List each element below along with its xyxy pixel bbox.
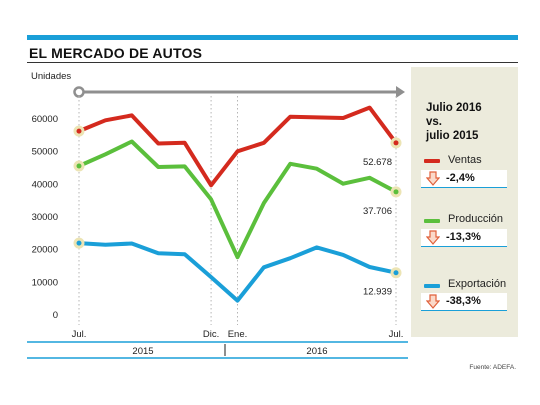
legend-label-produccion: Producción bbox=[448, 213, 504, 225]
chart-title: EL MERCADO DE AUTOS bbox=[29, 45, 203, 61]
title-divider bbox=[27, 62, 518, 63]
y-axis-unit-label: Unidades bbox=[31, 71, 71, 82]
change-value-ventas: -2,4% bbox=[446, 172, 475, 184]
endpoint-marker bbox=[76, 128, 82, 134]
x-tick-label: Jul. bbox=[389, 329, 404, 340]
y-tick-label: 60000 bbox=[32, 114, 58, 125]
legend-label-ventas: Ventas bbox=[448, 154, 482, 166]
legend-swatch-exportacion bbox=[424, 284, 440, 288]
y-tick-label: 50000 bbox=[32, 147, 58, 158]
legend-label-exportacion: Exportación bbox=[448, 278, 507, 290]
down-arrow-icon bbox=[426, 294, 440, 309]
x-tick-label: Dic. bbox=[203, 329, 219, 340]
panel-title-line3: julio 2015 bbox=[426, 130, 479, 142]
endpoint-marker bbox=[393, 140, 399, 146]
endpoint-marker bbox=[393, 270, 399, 276]
series-line-ventas bbox=[77, 105, 398, 188]
top-accent-bar bbox=[27, 35, 518, 40]
legend-change-exportacion: -38,3% bbox=[421, 293, 507, 311]
time-arrow-head bbox=[396, 86, 405, 98]
year-label-2016: 2016 bbox=[306, 346, 327, 357]
series-line-producción bbox=[77, 139, 398, 260]
y-tick-label: 40000 bbox=[32, 179, 58, 190]
comparison-panel bbox=[411, 67, 518, 337]
year-label-2015: 2015 bbox=[132, 346, 153, 357]
change-value-produccion: -13,3% bbox=[446, 231, 481, 243]
legend-change-ventas: -2,4% bbox=[421, 170, 507, 188]
down-arrow-icon bbox=[426, 230, 440, 245]
end-value-label: 37.706 bbox=[363, 206, 392, 217]
down-arrow-icon bbox=[426, 171, 440, 186]
series-line-exportación bbox=[77, 241, 398, 303]
change-value-exportacion: -38,3% bbox=[446, 295, 481, 307]
endpoint-marker bbox=[76, 163, 82, 169]
y-tick-label: 0 bbox=[53, 310, 58, 321]
legend-swatch-produccion bbox=[424, 219, 440, 223]
panel-title-line1: Julio 2016 bbox=[426, 102, 482, 114]
legend-change-produccion: -13,3% bbox=[421, 229, 507, 247]
end-value-label: 12.939 bbox=[363, 287, 392, 298]
y-tick-label: 30000 bbox=[32, 212, 58, 223]
x-tick-label: Jul. bbox=[72, 329, 87, 340]
endpoint-marker bbox=[393, 189, 399, 195]
endpoint-marker bbox=[76, 240, 82, 246]
y-tick-label: 10000 bbox=[32, 277, 58, 288]
panel-title-line2: vs. bbox=[426, 116, 442, 128]
panel-title: Julio 2016 vs. julio 2015 bbox=[426, 101, 506, 143]
x-tick-label: Ene. bbox=[228, 329, 248, 340]
legend-swatch-ventas bbox=[424, 159, 440, 163]
time-arrow-start-dot bbox=[73, 86, 85, 98]
source-note: Fuente: ADEFA. bbox=[469, 364, 516, 371]
y-tick-label: 20000 bbox=[32, 245, 58, 256]
end-value-label: 52.678 bbox=[363, 157, 392, 168]
